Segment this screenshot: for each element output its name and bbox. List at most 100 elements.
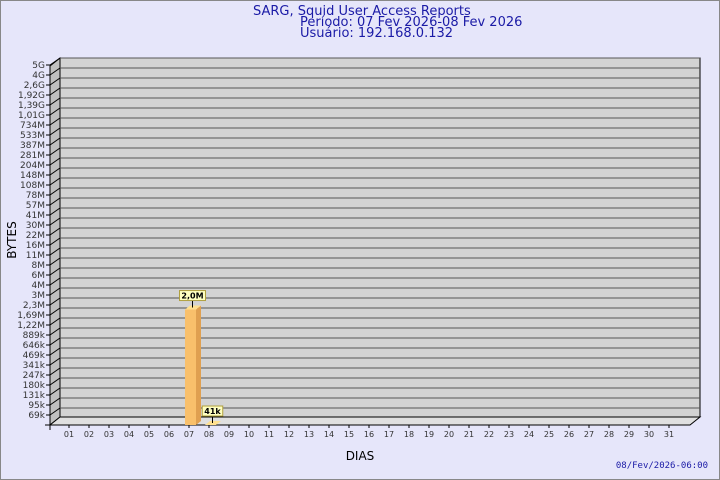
x-tick-label: 25 [544, 430, 554, 439]
y-tick-diag [49, 227, 61, 236]
y-tick-diag [49, 287, 61, 296]
y-tick-diag [49, 197, 61, 206]
y-tick-label: 889k [23, 331, 46, 341]
y-tick-label: 78M [26, 191, 45, 201]
x-tick-label: 26 [564, 430, 574, 439]
y-axis-label: BYTES [5, 221, 19, 258]
y-tick-label: 1,92G [18, 91, 45, 101]
y-tick-diag [49, 397, 61, 406]
x-tick-label: 31 [664, 430, 674, 439]
x-tick-label: 10 [244, 430, 254, 439]
y-tick-label: 1,01G [18, 111, 45, 121]
y-tick-label: 95k [28, 401, 45, 411]
y-tick-label: 30M [26, 221, 45, 231]
x-tick-label: 18 [404, 430, 414, 439]
y-tick-diag [49, 367, 61, 376]
x-tick-label: 07 [184, 430, 194, 439]
y-tick-diag [49, 337, 61, 346]
x-tick-label: 15 [344, 430, 354, 439]
y-tick-diag [49, 67, 61, 76]
y-tick-label: 11M [26, 251, 45, 261]
x-tick-label: 06 [164, 430, 174, 439]
y-tick-label: 16M [26, 241, 45, 251]
y-tick-label: 734M [20, 121, 45, 131]
x-tick-label: 13 [304, 430, 314, 439]
y-tick-diag [49, 117, 61, 126]
data-label-box [201, 405, 224, 417]
y-tick-diag [49, 97, 61, 106]
x-tick-label: 19 [424, 430, 434, 439]
data-label: 41k [204, 407, 221, 416]
y-tick-diag [49, 277, 61, 286]
x-axis-label: DIAS [346, 449, 375, 463]
y-tick-diag [49, 157, 61, 166]
y-tick-label: 131k [23, 391, 46, 401]
y-tick-diag [49, 297, 61, 306]
x-tick-label: 17 [384, 430, 394, 439]
y-tick-label: 2,6G [24, 81, 45, 91]
y-tick-diag [49, 237, 61, 246]
x-tick-label: 30 [644, 430, 654, 439]
y-tick-diag [49, 307, 61, 316]
y-tick-diag [49, 77, 61, 86]
x-tick-label: 21 [464, 430, 474, 439]
y-tick-label: 22M [26, 231, 45, 241]
x-tick-label: 24 [524, 430, 534, 439]
chart-period: Período: 07 Fev 2026-08 Fev 2026 [300, 15, 523, 30]
y-tick-diag [49, 107, 61, 116]
x-tick-label: 20 [444, 430, 454, 439]
y-tick-diag [49, 347, 61, 356]
footer-timestamp: 08/Fev/2026-06:00 [615, 461, 708, 471]
y-tick-label: 148M [20, 171, 45, 181]
y-tick-label: 4G [32, 71, 45, 81]
x-tick-label: 02 [84, 430, 94, 439]
y-tick-label: 469k [23, 351, 46, 361]
y-tick-diag [49, 177, 61, 186]
x-tick-label: 22 [484, 430, 494, 439]
y-tick-diag [49, 247, 61, 256]
x-tick-label: 09 [224, 430, 234, 439]
y-tick-label: 6M [32, 271, 46, 281]
y-tick-label: 1,22M [17, 321, 45, 331]
y-tick-diag [49, 87, 61, 96]
bar-front [185, 309, 196, 425]
y-tick-label: 3M [32, 291, 46, 301]
y-tick-label: 8M [32, 261, 46, 271]
chart-title: SARG, Squid User Access Reports [253, 4, 471, 19]
y-tick-diag [49, 187, 61, 196]
y-tick-label: 5G [32, 61, 45, 71]
y-tick-label: 204M [20, 161, 45, 171]
y-tick-diag [49, 127, 61, 136]
y-tick-label: 646k [23, 341, 46, 351]
y-tick-diag [49, 407, 61, 416]
x-tick-label: 16 [364, 430, 374, 439]
y-tick-label: 247k [23, 371, 46, 381]
x-tick-label: 11 [264, 430, 274, 439]
y-tick-diag [49, 377, 61, 386]
x-tick-label: 23 [504, 430, 514, 439]
x-tick-label: 14 [324, 430, 334, 439]
x-tick-label: 08 [204, 430, 214, 439]
y-tick-diag [49, 137, 61, 146]
floor [48, 416, 702, 426]
y-tick-diag [49, 147, 61, 156]
y-tick-diag [49, 207, 61, 216]
x-tick-label: 28 [604, 430, 614, 439]
y-tick-label: 57M [26, 201, 45, 211]
y-tick-diag [49, 267, 61, 276]
y-tick-diag [49, 167, 61, 176]
y-tick-label: 387M [20, 141, 45, 151]
y-tick-label: 281M [20, 151, 45, 161]
x-tick-label: 12 [284, 430, 294, 439]
x-tick-label: 29 [624, 430, 634, 439]
chart-user: Usuário: 192.168.0.132 [300, 26, 454, 41]
y-tick-label: 4M [32, 281, 46, 291]
y-tick-label: 180k [23, 381, 46, 391]
y-tick-label: 108M [20, 181, 45, 191]
y-tick-diag [49, 327, 61, 336]
x-tick-label: 05 [144, 430, 154, 439]
y-tick-diag [49, 57, 61, 66]
y-tick-label: 533M [20, 131, 45, 141]
x-tick-label: 03 [104, 430, 114, 439]
